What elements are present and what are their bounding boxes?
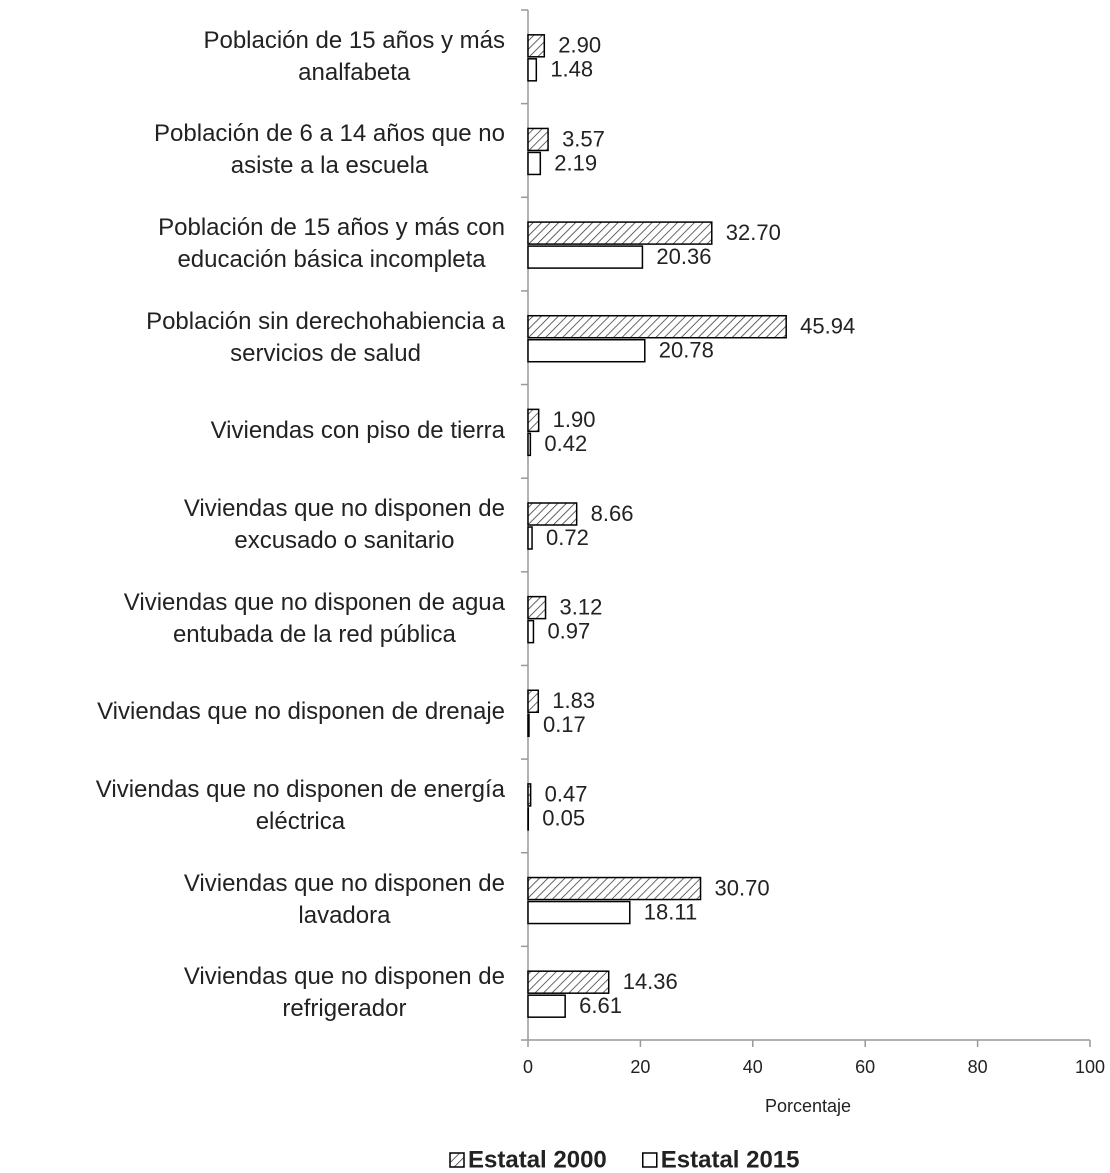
x-tick-label: 40 xyxy=(743,1057,763,1077)
bar xyxy=(527,245,644,269)
bar xyxy=(527,338,646,363)
bar xyxy=(527,127,549,152)
legend-swatch xyxy=(642,1152,658,1168)
value-label: 3.12 xyxy=(560,594,603,619)
value-label: 0.72 xyxy=(546,525,589,550)
bar xyxy=(527,314,787,339)
legend-label: Estatal 2000 xyxy=(468,1146,607,1173)
bar xyxy=(527,619,535,644)
category-label-box: Población sin derechohabiencia a servici… xyxy=(146,291,505,385)
category-label-box: Viviendas con piso de tierra xyxy=(211,385,505,479)
category-label: Población de 15 años y más con educación… xyxy=(158,214,505,274)
category-label: Viviendas que no disponen de drenaje xyxy=(97,698,505,726)
bar xyxy=(527,526,533,550)
value-label: 32.70 xyxy=(726,220,781,245)
category-label-box: Viviendas que no disponen de energía elé… xyxy=(96,759,505,853)
value-label: 2.19 xyxy=(554,150,597,175)
category-label-box: Viviendas que no disponen de excusado o … xyxy=(184,478,505,572)
value-label: 20.78 xyxy=(659,338,714,363)
category-label: Población de 6 a 14 años que no asiste a… xyxy=(154,120,505,180)
bar xyxy=(527,900,631,925)
value-label: 1.83 xyxy=(552,688,595,713)
bar xyxy=(527,34,546,58)
bar xyxy=(527,595,547,620)
category-label: Viviendas que no disponen de energía elé… xyxy=(95,775,505,835)
x-tick-label: 0 xyxy=(523,1057,533,1077)
value-label: 0.05 xyxy=(542,806,585,831)
value-label: 18.11 xyxy=(644,899,697,924)
bar xyxy=(527,408,540,433)
legend-label: Estatal 2015 xyxy=(661,1146,800,1173)
bar xyxy=(527,432,532,457)
bar xyxy=(527,151,542,176)
category-label-box: Viviendas que no disponen de agua entuba… xyxy=(124,572,505,666)
x-tick-label: 80 xyxy=(968,1057,988,1077)
category-label: Población de 15 años y más analfabeta xyxy=(203,26,505,86)
value-label: 30.70 xyxy=(715,875,770,900)
bar xyxy=(527,502,578,526)
category-label: Viviendas que no disponen de agua entuba… xyxy=(123,588,505,648)
category-label: Viviendas que no disponen de lavadora xyxy=(183,869,505,929)
bar xyxy=(527,689,540,714)
value-label: 45.94 xyxy=(800,314,855,339)
bar xyxy=(527,876,702,901)
value-label: 3.57 xyxy=(562,126,605,151)
category-label-box: Viviendas que no disponen de lavadora xyxy=(184,853,505,947)
category-label-box: Población de 6 a 14 años que no asiste a… xyxy=(154,104,505,198)
bar xyxy=(527,783,532,807)
value-label: 8.66 xyxy=(591,501,634,526)
category-label: Viviendas que no disponen de refrigerado… xyxy=(183,963,505,1023)
category-label: Viviendas con piso de tierra xyxy=(210,417,505,445)
value-label: 6.61 xyxy=(579,993,622,1018)
value-label: 2.90 xyxy=(558,33,601,58)
bar xyxy=(527,713,530,738)
bar xyxy=(527,970,610,994)
category-label-box: Población de 15 años y más analfabeta xyxy=(203,10,505,104)
category-label: Viviendas que no disponen de excusado o … xyxy=(183,494,505,554)
value-label: 1.48 xyxy=(550,57,593,82)
category-label: Población sin derechohabiencia a servici… xyxy=(146,307,505,367)
x-tick-label: 60 xyxy=(855,1057,875,1077)
x-axis-label: Porcentaje xyxy=(765,1096,851,1116)
x-tick-label: 20 xyxy=(630,1057,650,1077)
value-label: 0.17 xyxy=(543,712,586,737)
bar xyxy=(527,994,566,1018)
value-label: 0.97 xyxy=(547,618,590,643)
bar xyxy=(527,221,713,245)
bar xyxy=(527,58,538,82)
value-label: 0.47 xyxy=(545,782,588,807)
value-label: 20.36 xyxy=(656,244,711,269)
category-label-box: Viviendas que no disponen de drenaje xyxy=(97,665,505,759)
legend-swatch xyxy=(449,1152,465,1168)
category-label-box: Población de 15 años y más con educación… xyxy=(158,197,505,291)
value-label: 1.90 xyxy=(553,407,596,432)
category-label-box: Viviendas que no disponen de refrigerado… xyxy=(184,946,505,1040)
value-label: 0.42 xyxy=(544,431,587,456)
x-tick-label: 100 xyxy=(1075,1057,1105,1077)
value-label: 14.36 xyxy=(623,969,678,994)
